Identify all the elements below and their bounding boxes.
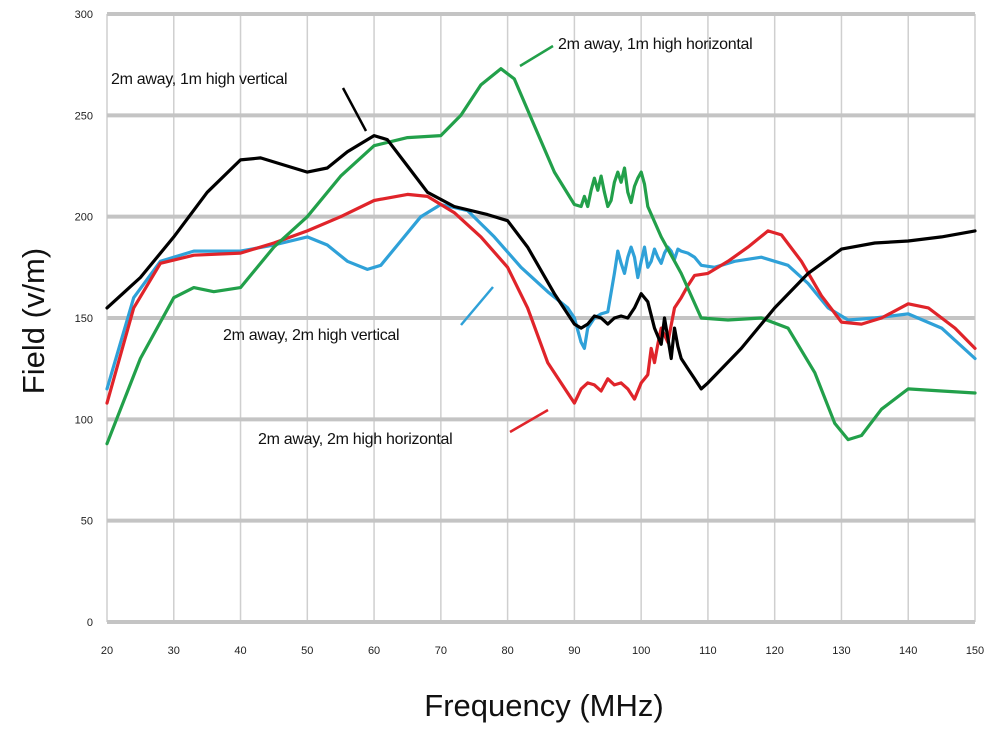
y-axis-title: Field (v/m) <box>16 248 51 394</box>
x-axis-title: Frequency (MHz) <box>424 688 663 723</box>
series-line-2m-away-1m-high-vertical <box>105 134 977 391</box>
x-tick-labels: 20 30 40 50 60 70 80 90 100 110 120 130 140 150 <box>101 645 984 657</box>
y-tick-label: 0 <box>87 617 93 629</box>
y-tick-label: 250 <box>75 110 93 122</box>
leader-line-2m-horizontal <box>509 408 549 434</box>
x-tick-label: 90 <box>568 645 580 657</box>
x-tick-label: 150 <box>966 645 984 657</box>
x-tick-label: 20 <box>101 645 113 657</box>
leader-line-1m-vertical <box>341 87 368 132</box>
x-tick-label: 130 <box>832 645 850 657</box>
annotation-2m-vertical: 2m away, 2m high vertical <box>223 327 399 344</box>
annotation-2m-horizontal: 2m away, 2m high horizontal <box>258 431 452 448</box>
x-tick-label: 120 <box>766 645 784 657</box>
series-line-2m-away-2m-high-vertical <box>105 202 977 391</box>
annotations: 2m away, 1m high vertical 2m away, 1m hi… <box>111 36 753 448</box>
x-tick-label: 140 <box>899 645 917 657</box>
y-tick-label: 200 <box>75 212 93 224</box>
y-tick-label: 300 <box>75 9 93 21</box>
x-tick-label: 40 <box>234 645 246 657</box>
y-tick-label: 100 <box>75 414 93 426</box>
y-tick-labels: 0 50 100 150 200 250 300 <box>75 9 93 629</box>
y-tick-label: 50 <box>81 516 93 528</box>
leader-line-2m-vertical <box>460 286 494 326</box>
x-tick-label: 110 <box>699 645 717 657</box>
x-tick-label: 80 <box>501 645 513 657</box>
x-tick-label: 100 <box>632 645 650 657</box>
y-tick-label: 150 <box>75 313 93 325</box>
x-tick-label: 30 <box>168 645 180 657</box>
x-tick-label: 70 <box>435 645 447 657</box>
leader-line-1m-horizontal <box>519 44 554 68</box>
x-tick-label: 50 <box>301 645 313 657</box>
annotation-1m-horizontal: 2m away, 1m high horizontal <box>558 36 752 53</box>
series-layer <box>105 67 977 446</box>
annotation-1m-vertical: 2m away, 1m high vertical <box>111 71 287 88</box>
x-tick-label: 60 <box>368 645 380 657</box>
series-line-2m-away-2m-high-horizontal <box>105 192 977 405</box>
